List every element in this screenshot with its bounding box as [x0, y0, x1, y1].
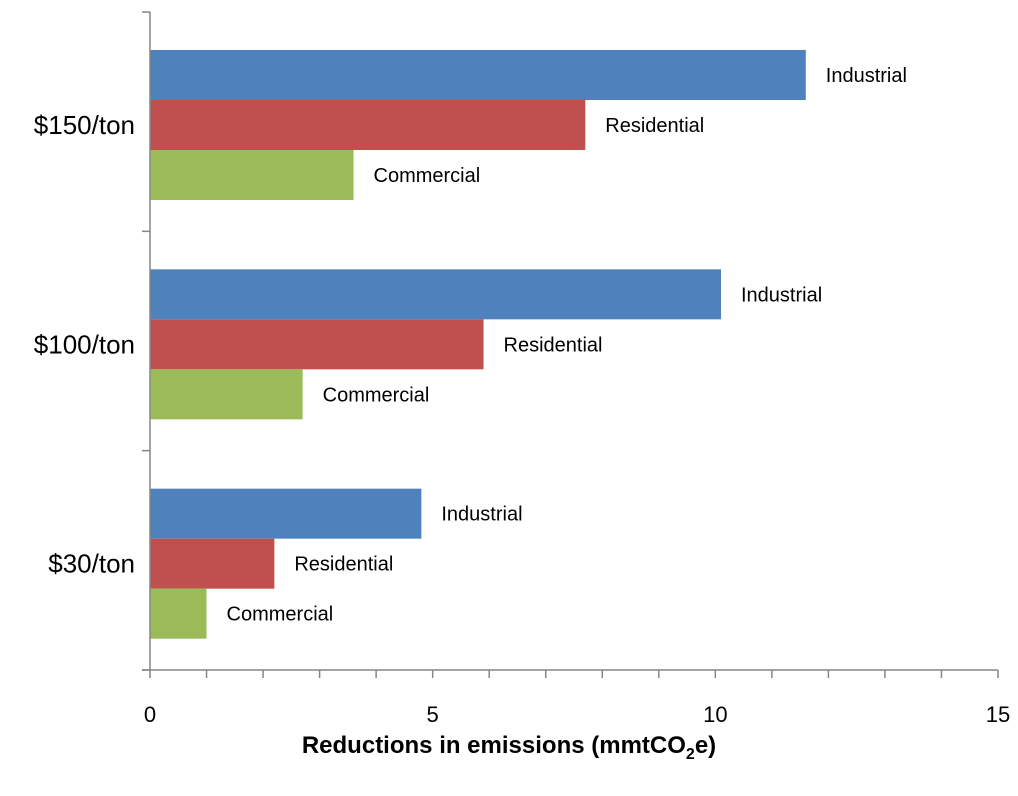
bar-residential-30ton: [150, 538, 275, 589]
x-tick-label: 5: [427, 702, 439, 727]
bar-label-residential-150ton: Residential: [605, 115, 704, 137]
bar-label-industrial-100ton: Industrial: [741, 284, 822, 306]
bar-residential-100ton: [150, 319, 484, 370]
category-label-150ton: $150/ton: [34, 110, 135, 140]
bar-label-residential-100ton: Residential: [504, 334, 603, 356]
x-tick-label: 15: [986, 702, 1010, 727]
x-tick-label: 0: [144, 702, 156, 727]
category-label-30ton: $30/ton: [48, 549, 135, 579]
y-ticks-layer: [142, 11, 150, 671]
bar-label-commercial-100ton: Commercial: [323, 384, 430, 406]
bar-label-residential-30ton: Residential: [294, 554, 393, 576]
bar-labels-layer: Industrial Residential Commercial Industria…: [227, 65, 907, 626]
category-label-100ton: $100/ton: [34, 329, 135, 359]
bar-residential-150ton: [150, 100, 586, 150]
x-ticks-layer: [149, 670, 999, 678]
bar-commercial-30ton: [150, 588, 207, 639]
x-tick-labels-layer: 0 5 10 15: [144, 702, 1010, 727]
bar-commercial-150ton: [150, 150, 354, 200]
bars-layer: [150, 50, 806, 639]
bar-label-industrial-30ton: Industrial: [441, 504, 522, 526]
bar-industrial-150ton: [150, 50, 806, 100]
bar-label-industrial-150ton: Industrial: [826, 65, 907, 87]
bar-label-commercial-30ton: Commercial: [227, 604, 334, 626]
bar-commercial-100ton: [150, 369, 303, 420]
axes-layer: [142, 12, 998, 671]
x-axis-title: Reductions in emissions (mmtCO2e): [301, 732, 717, 763]
x-tick-label: 10: [703, 702, 727, 727]
category-labels-layer: $150/ton $100/ton $30/ton: [34, 110, 135, 579]
bar-industrial-100ton: [150, 269, 721, 320]
bar-label-commercial-150ton: Commercial: [374, 165, 481, 187]
bar-industrial-30ton: [150, 488, 422, 539]
